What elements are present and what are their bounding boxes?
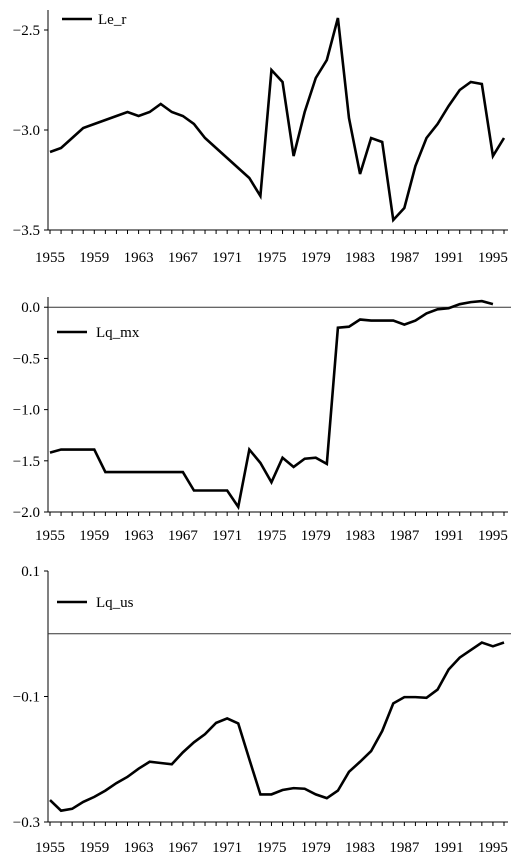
y-tick-label: −0.5 [13, 351, 40, 367]
x-tick-label: 1979 [301, 528, 331, 544]
x-tick-label: 1971 [212, 840, 242, 856]
x-tick-label: 1967 [168, 250, 199, 266]
x-tick-label: 1963 [124, 250, 154, 266]
legend: Lq_mx [57, 325, 140, 341]
x-tick-label: 1959 [79, 840, 109, 856]
chart-panel-3: 0.1 −0.1 −0.3 1955 1959 1963 1967 1971 1975 1979 1… [13, 564, 511, 856]
x-tick-label: 1991 [434, 840, 464, 856]
legend-label: Le_r [98, 12, 126, 28]
x-tick-label: 1967 [168, 840, 199, 856]
y-tick-label: −0.3 [13, 815, 40, 831]
x-tick-label: 1955 [35, 528, 65, 544]
x-tick-label: 1963 [124, 840, 154, 856]
legend-label: Lq_us [96, 595, 134, 611]
x-tick-label: 1995 [478, 840, 508, 856]
x-tick-label: 1955 [35, 840, 65, 856]
y-tick-label: −2.0 [13, 505, 40, 521]
x-tick-label: 1991 [434, 250, 464, 266]
y-tick-label: −3.5 [13, 223, 40, 239]
legend-label: Lq_mx [96, 325, 140, 341]
legend: Lq_us [57, 595, 134, 611]
legend: Le_r [62, 12, 126, 28]
x-tick-label: 1991 [434, 528, 464, 544]
x-tick-label: 1983 [345, 250, 375, 266]
series-line-le-r [49, 17, 506, 223]
x-tick-label: 1987 [389, 528, 420, 544]
x-tick-label: 1975 [256, 528, 286, 544]
y-tick-label: 0.0 [21, 300, 40, 316]
x-tick-label: 1967 [168, 528, 199, 544]
x-tick-label: 1959 [79, 250, 109, 266]
x-tick-label: 1979 [301, 840, 331, 856]
y-tick-label: −0.1 [13, 690, 40, 706]
x-tick-label: 1975 [256, 250, 286, 266]
x-tick-label: 1963 [124, 528, 154, 544]
x-tick-label: 1955 [35, 250, 65, 266]
x-tick-label: 1975 [256, 840, 286, 856]
x-tick-label: 1987 [389, 840, 420, 856]
x-tick-label: 1983 [345, 840, 375, 856]
y-tick-label: −1.0 [13, 403, 40, 419]
x-tick-label: 1971 [212, 250, 242, 266]
x-tick-label: 1979 [301, 250, 331, 266]
x-tick-label: 1959 [79, 528, 109, 544]
x-tick-label: 1995 [478, 250, 508, 266]
series-line-lq-mx [49, 299, 494, 511]
y-tick-label: −2.5 [13, 23, 40, 39]
chart-panel-1: −2.5 −3.0 −3.5 1955 1959 1963 1967 1971 1975 1979… [13, 10, 508, 266]
y-tick-label: −3.0 [13, 123, 40, 139]
x-tick-label: 1971 [212, 528, 242, 544]
y-tick-label: −1.5 [13, 454, 40, 470]
x-tick-label: 1983 [345, 528, 375, 544]
y-tick-label: 0.1 [21, 564, 40, 580]
chart-panel-2: 0.0 −0.5 −1.0 −1.5 −2.0 1955 1959 1963 1967 1971 1… [13, 297, 511, 544]
x-tick-label: 1987 [389, 250, 420, 266]
x-tick-label: 1995 [478, 528, 508, 544]
series-line-lq-us [49, 641, 505, 813]
